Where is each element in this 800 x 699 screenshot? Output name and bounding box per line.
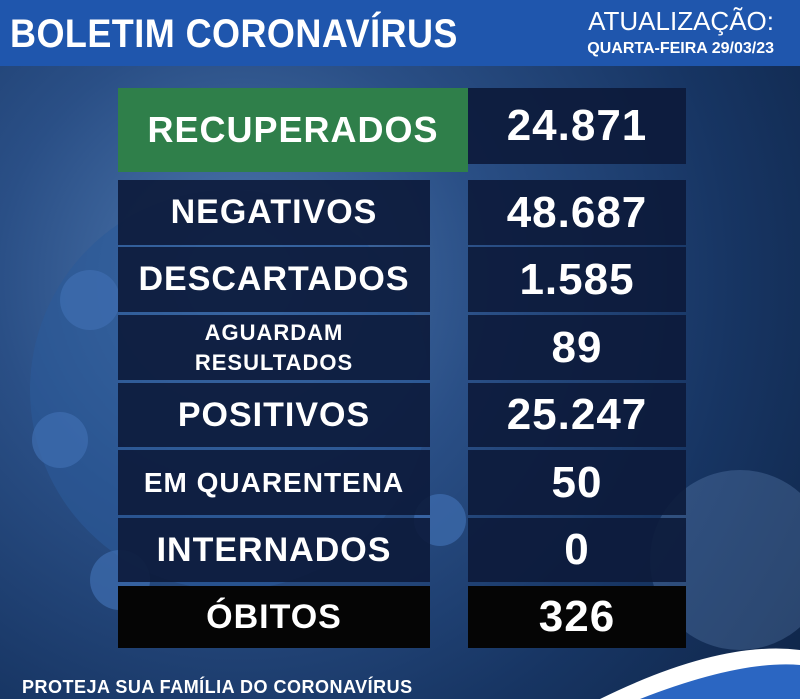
title: BOLETIM CORONAVÍRUS xyxy=(10,12,458,56)
row-value: 25.247 xyxy=(468,383,686,447)
header: BOLETIM CORONAVÍRUS ATUALIZAÇÃO: QUARTA-… xyxy=(0,0,800,66)
row-value: 1.585 xyxy=(468,247,686,312)
row-label: EM QUARENTENA xyxy=(118,450,430,515)
row-value: 89 xyxy=(468,315,686,380)
update-date: QUARTA-FEIRA 29/03/23 xyxy=(587,40,774,57)
row-label: RECUPERADOS xyxy=(118,88,468,172)
row-label: ÓBITOS xyxy=(118,586,430,648)
row-label: AGUARDAM RESULTADOS xyxy=(118,315,430,380)
row-label: DESCARTADOS xyxy=(118,247,430,312)
row-label: POSITIVOS xyxy=(118,383,430,447)
row-value: 48.687 xyxy=(468,180,686,245)
row-value: 0 xyxy=(468,518,686,582)
update-label: ATUALIZAÇÃO: xyxy=(588,6,774,36)
row-value: 50 xyxy=(468,450,686,515)
row-label: NEGATIVOS xyxy=(118,180,430,245)
row-value: 326 xyxy=(468,586,686,648)
row-value: 24.871 xyxy=(468,88,686,164)
footer: PROTEJA SUA FAMÍLIA DO CORONAVÍRUS xyxy=(22,677,413,697)
row-label: INTERNADOS xyxy=(118,518,430,582)
